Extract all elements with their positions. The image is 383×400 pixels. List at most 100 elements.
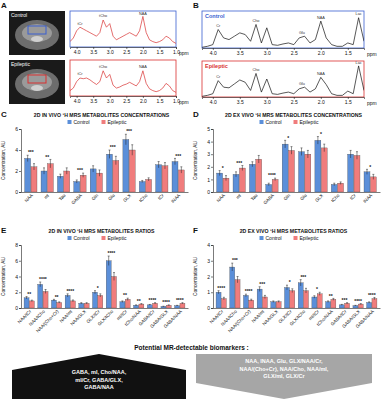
panel-label: A — [1, 1, 7, 10]
tick-mark — [19, 192, 21, 193]
tick-mark — [211, 308, 213, 309]
tick: 4 — [207, 242, 213, 248]
tick-label: 1 — [207, 177, 210, 183]
error-bar — [86, 303, 88, 304]
bar — [230, 267, 235, 308]
figure: ABCDEFControlEpileptic4.03.53.02.52.01.5… — [0, 0, 383, 400]
error-bar — [33, 164, 35, 170]
chart-title: 2D EX VIVO ¹H MRS METABOLITES RATIOS — [240, 228, 348, 234]
legend-label: Epileptic — [300, 119, 319, 125]
error-bar — [366, 169, 368, 174]
tick-label: 2.0 — [140, 49, 147, 55]
tick-mark — [211, 277, 213, 278]
tick-label: 3 — [207, 151, 210, 157]
bar — [113, 161, 119, 193]
tick: 3.0 — [264, 48, 271, 56]
error-bar — [372, 174, 374, 179]
bar — [92, 292, 97, 308]
tick-label: 3.0 — [107, 98, 114, 104]
axis-line — [211, 246, 214, 309]
bar — [134, 305, 139, 308]
significance-label: *** — [300, 274, 306, 280]
peak-label: tCho — [99, 65, 107, 69]
bar — [180, 303, 185, 308]
tick-mark — [19, 261, 21, 262]
error-bar — [58, 302, 60, 303]
biomarker-text: NAA/(Cho+Cr), NAA/Cho, NAA/mI, — [240, 366, 329, 372]
tick-label: 2.5 — [291, 50, 298, 56]
error-bar — [301, 148, 303, 156]
bar — [38, 284, 43, 308]
bar — [25, 158, 31, 192]
tick-label: 4 — [15, 274, 18, 280]
error-bar — [340, 182, 342, 185]
tick-label: 1.5 — [156, 98, 163, 104]
tick: tCho — [138, 193, 149, 204]
bar — [24, 298, 29, 308]
error-bar — [258, 155, 260, 163]
bar — [156, 165, 162, 192]
bar — [249, 300, 254, 308]
peak-label: Glu — [299, 82, 305, 86]
tick: 2.0 — [318, 97, 325, 105]
bar — [120, 302, 125, 308]
significance-label: *** — [232, 257, 238, 263]
error-bar — [259, 287, 261, 292]
error-bar — [113, 273, 115, 281]
bar — [338, 183, 344, 192]
legend: ControlEpileptic — [68, 235, 127, 241]
bar — [272, 179, 278, 192]
error-bar — [148, 178, 150, 181]
plot-area — [202, 66, 364, 96]
tick-label: GABA — [70, 192, 83, 205]
tick: 0 — [207, 305, 213, 311]
tick-label: tCho — [138, 193, 149, 204]
tick-label: 4.0 — [74, 49, 81, 55]
tick: 2.5 — [291, 48, 298, 56]
tick-mark — [211, 142, 213, 143]
tick-label: tCr — [349, 193, 357, 201]
chart-title: 2D IN VIVO ¹H MRS METABOLITES RATIOS — [49, 228, 155, 234]
error-bar — [290, 147, 292, 155]
bar — [129, 150, 135, 192]
tick-label: GABA/NAA — [355, 308, 376, 329]
axis-line — [211, 130, 214, 193]
legend-label: Epileptic — [108, 235, 127, 241]
bar — [106, 261, 111, 308]
bar-chart: 2D IN VIVO ¹H MRS METABOLITES CONCENTRAT… — [1, 112, 189, 205]
axis-title: ppm — [367, 100, 377, 106]
tick-label: 2 — [15, 168, 18, 174]
mri-label: Epileptic — [11, 61, 30, 67]
tick-label: 2 — [207, 274, 210, 280]
x-axis: 4.03.53.02.52.01.51.0 — [71, 96, 181, 104]
biomarkers-title: Potential MR-detectable biomarkers : — [134, 344, 249, 351]
tick: 3.5 — [237, 97, 244, 105]
significance-label: *** — [28, 149, 34, 155]
axis-line — [203, 49, 365, 51]
bar — [147, 305, 152, 308]
error-bar — [164, 163, 166, 169]
legend-swatch — [68, 120, 72, 124]
mri-tissue — [22, 73, 52, 91]
error-bar — [94, 291, 96, 294]
error-bar — [149, 304, 151, 306]
error-bar — [341, 304, 343, 306]
significance-label: * — [316, 286, 318, 292]
error-bar — [300, 280, 302, 286]
plot-area — [25, 134, 185, 192]
tick-label: 2.0 — [318, 50, 325, 56]
error-bar — [264, 295, 266, 298]
significance-label: **** — [217, 285, 225, 291]
tick: GABA/NAA — [355, 308, 376, 329]
error-bar — [225, 176, 227, 181]
tick-mark — [211, 261, 213, 262]
tick-label: tCho — [330, 193, 341, 204]
bar — [79, 303, 84, 308]
tick-label: 4 — [207, 139, 210, 145]
spectrum-line — [202, 66, 364, 96]
bar — [317, 294, 322, 308]
error-bar — [241, 166, 243, 171]
bar — [235, 280, 240, 308]
bar — [354, 155, 360, 192]
bar — [43, 291, 48, 308]
